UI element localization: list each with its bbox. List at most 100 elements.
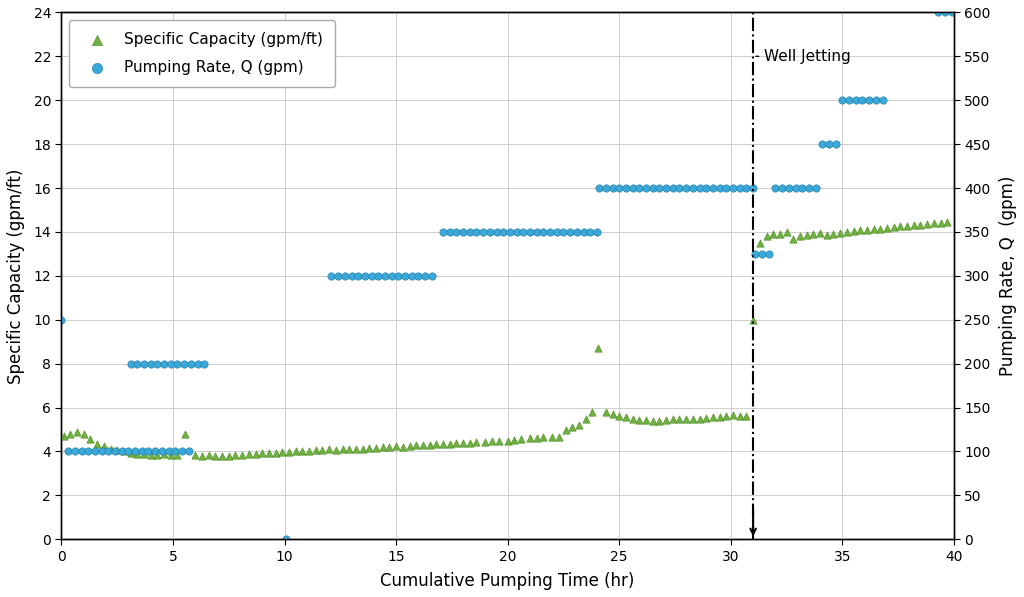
Pumping Rate, Q (gpm) xyxy=(163,359,179,368)
Specific Capacity (gpm/ft) xyxy=(812,228,828,238)
Specific Capacity (gpm/ft) xyxy=(665,414,681,424)
Specific Capacity (gpm/ft) xyxy=(691,414,708,423)
Pumping Rate, Q (gpm) xyxy=(631,183,647,193)
Pumping Rate, Q (gpm) xyxy=(672,183,688,193)
Pumping Rate, Q (gpm) xyxy=(481,227,498,237)
Specific Capacity (gpm/ft) xyxy=(227,451,244,460)
Pumping Rate, Q (gpm) xyxy=(449,227,465,237)
Pumping Rate, Q (gpm) xyxy=(774,183,791,193)
Pumping Rate, Q (gpm) xyxy=(495,227,511,237)
Specific Capacity (gpm/ft) xyxy=(415,440,431,450)
Pumping Rate, Q (gpm) xyxy=(801,183,817,193)
Pumping Rate, Q (gpm) xyxy=(106,447,123,456)
Specific Capacity (gpm/ft) xyxy=(449,438,465,448)
Specific Capacity (gpm/ft) xyxy=(638,416,654,425)
Specific Capacity (gpm/ft) xyxy=(484,436,501,446)
Specific Capacity (gpm/ft) xyxy=(69,427,85,436)
Specific Capacity (gpm/ft) xyxy=(150,450,166,460)
Specific Capacity (gpm/ft) xyxy=(95,441,112,451)
Specific Capacity (gpm/ft) xyxy=(136,450,153,459)
Specific Capacity (gpm/ft) xyxy=(744,315,761,325)
Pumping Rate, Q (gpm) xyxy=(350,271,367,281)
Specific Capacity (gpm/ft) xyxy=(506,435,522,445)
Specific Capacity (gpm/ft) xyxy=(805,229,821,239)
Specific Capacity (gpm/ft) xyxy=(617,413,634,422)
Specific Capacity (gpm/ft) xyxy=(62,429,79,439)
Pumping Rate, Q (gpm) xyxy=(167,447,183,456)
Pumping Rate, Q (gpm) xyxy=(604,183,621,193)
Specific Capacity (gpm/ft) xyxy=(772,229,788,239)
Specific Capacity (gpm/ft) xyxy=(578,414,594,423)
Pumping Rate, Q (gpm) xyxy=(502,227,518,237)
Specific Capacity (gpm/ft) xyxy=(879,223,895,232)
Pumping Rate, Q (gpm) xyxy=(129,359,145,368)
Specific Capacity (gpm/ft) xyxy=(585,407,601,417)
Specific Capacity (gpm/ft) xyxy=(254,448,270,458)
Specific Capacity (gpm/ft) xyxy=(846,226,862,236)
Specific Capacity (gpm/ft) xyxy=(872,224,889,233)
Pumping Rate, Q (gpm) xyxy=(169,359,185,368)
Pumping Rate, Q (gpm) xyxy=(854,96,870,105)
Pumping Rate, Q (gpm) xyxy=(761,249,777,259)
Pumping Rate, Q (gpm) xyxy=(455,227,471,237)
Specific Capacity (gpm/ft) xyxy=(468,438,484,447)
Specific Capacity (gpm/ft) xyxy=(241,450,257,459)
Pumping Rate, Q (gpm) xyxy=(189,359,206,368)
Specific Capacity (gpm/ft) xyxy=(712,412,728,421)
Pumping Rate, Q (gpm) xyxy=(441,227,458,237)
Specific Capacity (gpm/ft) xyxy=(116,447,132,456)
Specific Capacity (gpm/ft) xyxy=(490,436,507,445)
Pumping Rate, Q (gpm) xyxy=(330,271,346,281)
Pumping Rate, Q (gpm) xyxy=(140,447,157,456)
Pumping Rate, Q (gpm) xyxy=(617,183,634,193)
Pumping Rate, Q (gpm) xyxy=(835,96,851,105)
Specific Capacity (gpm/ft) xyxy=(288,447,304,456)
Pumping Rate, Q (gpm) xyxy=(748,249,764,259)
Pumping Rate, Q (gpm) xyxy=(807,183,823,193)
Specific Capacity (gpm/ft) xyxy=(388,441,404,451)
Specific Capacity (gpm/ft) xyxy=(799,230,815,240)
Pumping Rate, Q (gpm) xyxy=(657,183,674,193)
Specific Capacity (gpm/ft) xyxy=(301,447,317,456)
Pumping Rate, Q (gpm) xyxy=(937,8,953,17)
Pumping Rate, Q (gpm) xyxy=(468,227,484,237)
Specific Capacity (gpm/ft) xyxy=(528,433,545,442)
Pumping Rate, Q (gpm) xyxy=(536,227,552,237)
Pumping Rate, Q (gpm) xyxy=(731,183,748,193)
Pumping Rate, Q (gpm) xyxy=(133,447,150,456)
Pumping Rate, Q (gpm) xyxy=(154,447,170,456)
Pumping Rate, Q (gpm) xyxy=(370,271,386,281)
Pumping Rate, Q (gpm) xyxy=(475,227,492,237)
Specific Capacity (gpm/ft) xyxy=(341,444,357,454)
Specific Capacity (gpm/ft) xyxy=(852,226,868,235)
Pumping Rate, Q (gpm) xyxy=(147,447,164,456)
Pumping Rate, Q (gpm) xyxy=(705,183,721,193)
Specific Capacity (gpm/ft) xyxy=(76,429,92,439)
Specific Capacity (gpm/ft) xyxy=(177,429,194,439)
Pumping Rate, Q (gpm) xyxy=(176,359,193,368)
Specific Capacity (gpm/ft) xyxy=(905,221,922,230)
Pumping Rate, Q (gpm) xyxy=(725,183,741,193)
Text: Well Jetting: Well Jetting xyxy=(756,49,851,64)
Pumping Rate, Q (gpm) xyxy=(60,447,77,456)
Specific Capacity (gpm/ft) xyxy=(899,221,915,230)
Specific Capacity (gpm/ft) xyxy=(294,447,310,456)
Specific Capacity (gpm/ft) xyxy=(220,451,237,461)
Specific Capacity (gpm/ft) xyxy=(598,407,614,417)
Pumping Rate, Q (gpm) xyxy=(150,359,166,368)
Pumping Rate, Q (gpm) xyxy=(74,447,90,456)
Pumping Rate, Q (gpm) xyxy=(930,8,946,17)
Pumping Rate, Q (gpm) xyxy=(787,183,804,193)
Pumping Rate, Q (gpm) xyxy=(744,183,761,193)
Specific Capacity (gpm/ft) xyxy=(89,439,105,448)
Specific Capacity (gpm/ft) xyxy=(500,436,516,445)
Specific Capacity (gpm/ft) xyxy=(368,443,384,453)
Pumping Rate, Q (gpm) xyxy=(488,227,505,237)
Pumping Rate, Q (gpm) xyxy=(718,183,734,193)
Specific Capacity (gpm/ft) xyxy=(611,411,628,421)
Specific Capacity (gpm/ft) xyxy=(361,444,378,453)
Specific Capacity (gpm/ft) xyxy=(912,220,929,229)
Specific Capacity (gpm/ft) xyxy=(394,442,411,451)
Specific Capacity (gpm/ft) xyxy=(831,228,848,238)
Specific Capacity (gpm/ft) xyxy=(267,448,284,457)
